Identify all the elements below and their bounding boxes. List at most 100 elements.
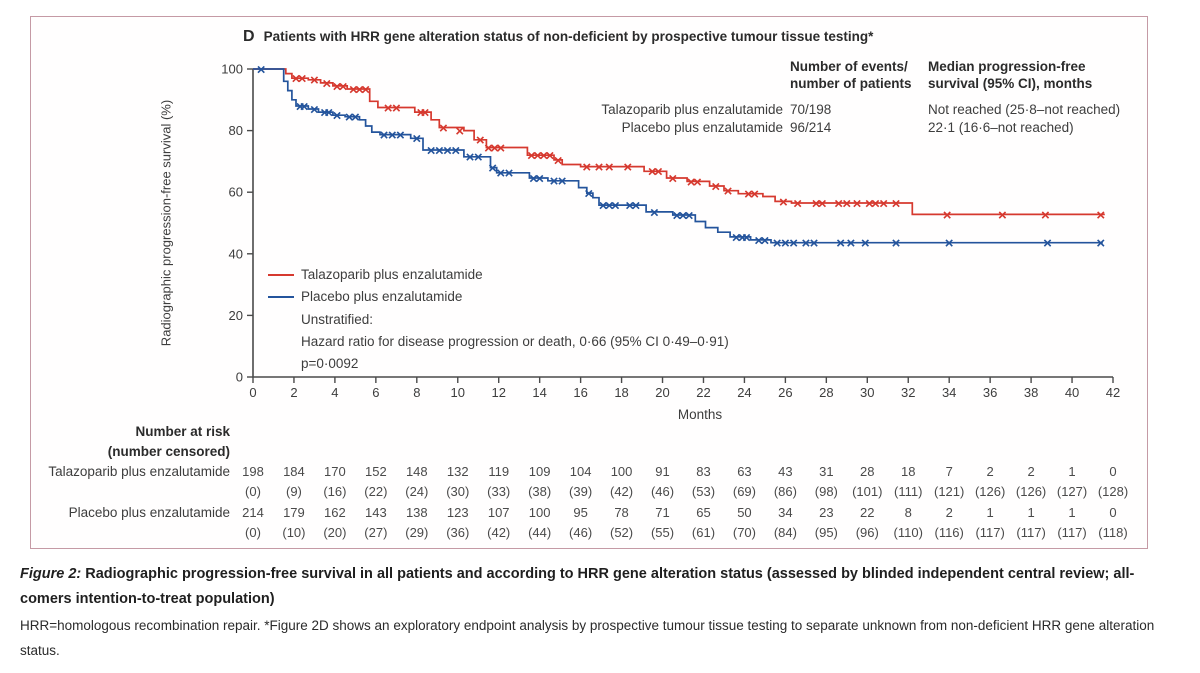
censor-mark: × [761,232,770,249]
risk-censored: (126) [1015,484,1047,499]
censor-mark: × [834,195,843,212]
censor-mark: × [836,235,845,252]
censor-mark: × [380,127,389,144]
risk-count: 170 [324,464,346,479]
censor-mark: × [861,235,870,252]
legend-label-talazoparib: Talazoparib plus enzalutamide [301,267,483,282]
panel-border [30,16,1148,549]
risk-censored: (33) [487,484,511,499]
risk-censored: (27) [364,525,388,540]
x-tick-label: 42 [1106,385,1120,400]
x-tick-label: 20 [655,385,669,400]
censor-mark: × [865,195,874,212]
risk-count: 83 [696,464,711,479]
risk-count: 2 [986,464,994,479]
x-tick-label: 24 [737,385,751,400]
stats-median-talazoparib: Not reached (25·8–not reached) [928,102,1121,117]
risk-censored: (55) [650,525,675,540]
censor-mark: × [793,195,802,212]
risk-count: 179 [283,505,305,520]
censor-mark: × [484,140,493,157]
risk-censored: (117) [975,525,1005,540]
risk-count: 8 [904,505,912,520]
risk-count: 18 [901,464,916,479]
legend-label-placebo: Placebo plus enzalutamide [301,289,463,304]
risk-count: 34 [778,505,793,520]
risk-censored: (53) [691,484,716,499]
x-tick-label: 6 [372,385,379,400]
risk-censored: (128) [1097,484,1129,499]
x-tick-label: 28 [819,385,833,400]
risk-count: 214 [242,505,264,520]
risk-count: 138 [405,505,428,520]
censor-mark: × [257,61,266,78]
censor-mark: × [417,105,426,122]
risk-censored: (39) [569,484,593,499]
censor-mark: × [853,195,862,212]
risk-count: 91 [655,464,670,479]
y-axis-title: Radiographic progression-free survival (… [158,99,174,347]
figure-caption-note: HRR=homologous recombination repair. *Fi… [20,618,1155,658]
censor-mark: × [724,183,733,200]
risk-count: 23 [819,505,834,520]
censor-mark: × [1096,207,1105,224]
censor-mark: × [654,164,663,181]
censor-mark: × [648,164,657,181]
censor-mark: × [595,159,604,176]
risk-count: 1 [986,505,994,520]
censor-mark: × [632,198,641,215]
censor-mark: × [650,204,659,221]
censor-mark: × [533,148,542,165]
risk-censored: (16) [323,484,347,499]
x-tick-label: 26 [778,385,792,400]
censor-mark: × [732,229,741,246]
risk-count: 119 [488,464,510,479]
risk-count: 22 [860,505,875,520]
censor-mark: × [345,109,354,126]
events-header-line2: number of patients [790,76,912,91]
risk-table-header-line1: Number at risk [135,424,230,439]
censor-mark: × [496,165,505,182]
talazoparib-line-swatch [268,273,294,276]
stats-events-placebo: 96/214 [790,120,832,135]
figure-caption-bold: Figure 2: Radiographic progression-free … [20,562,1182,612]
x-tick-label: 32 [901,385,915,400]
risk-count: 162 [324,505,346,520]
censor-mark: × [810,235,819,252]
censor-mark: × [351,109,360,126]
censor-mark: × [421,105,430,122]
censor-mark: × [546,148,555,165]
median-column-header: Median progression-free survival (95% CI… [928,58,1092,92]
risk-count: 1 [1068,464,1076,479]
risk-censored: (84) [773,525,797,540]
stats-median-placebo: 22·1 (16·6–not reached) [928,120,1074,135]
risk-censored: (69) [732,484,756,499]
censor-mark: × [668,170,677,187]
censor-mark: × [685,207,694,224]
censor-mark: × [496,140,505,157]
y-tick-label: 100 [221,62,243,77]
y-tick-label: 40 [229,246,243,261]
risk-count: 7 [945,464,953,479]
censor-mark: × [744,186,753,203]
legend-unstratified-text: Unstratified: [301,312,374,327]
censor-mark: × [672,207,681,224]
stats-row-label-talazoparib: Talazoparib plus enzalutamide [601,102,783,117]
x-tick-label: 8 [413,385,420,400]
risk-censored: (101) [852,484,883,499]
risk-count: 28 [860,464,875,479]
legend-p-value-text: p=0·0092 [301,356,359,371]
x-tick-label: 0 [249,385,256,400]
risk-censored: (110) [893,525,923,540]
censor-mark: × [847,235,856,252]
risk-censored: (38) [528,484,552,499]
risk-censored: (126) [974,484,1006,499]
risk-censored: (98) [814,484,838,499]
censor-mark: × [439,120,448,137]
censor-mark: × [892,235,901,252]
panel-title: Patients with HRR gene alteration status… [263,29,874,44]
risk-censored: (118) [1098,525,1128,540]
km-curve-placebo [253,68,1103,244]
risk-count: 0 [1109,505,1117,520]
censor-mark: × [529,170,538,187]
